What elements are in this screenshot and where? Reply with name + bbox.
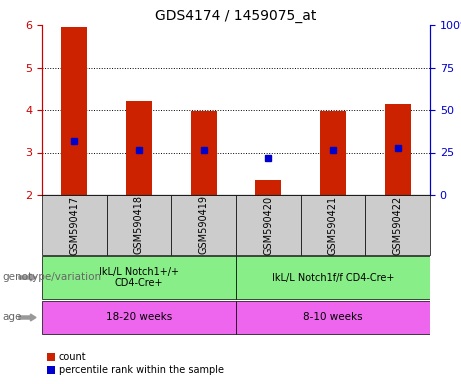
Text: 18-20 weeks: 18-20 weeks (106, 313, 172, 323)
Bar (301, 195, 365, 255)
Text: GSM590420: GSM590420 (263, 195, 273, 255)
Bar (236, 256, 430, 299)
Text: GSM590419: GSM590419 (199, 195, 209, 255)
Text: IkL/L Notch1+/+
CD4-Cre+: IkL/L Notch1+/+ CD4-Cre+ (99, 267, 179, 288)
Bar (236, 195, 301, 255)
Legend: count, percentile rank within the sample: count, percentile rank within the sample (47, 353, 224, 375)
Bar (42, 256, 236, 299)
Text: genotype/variation: genotype/variation (2, 273, 101, 283)
Bar (385, 104, 411, 195)
Text: GSM590418: GSM590418 (134, 195, 144, 255)
Bar (42, 195, 106, 255)
Bar (320, 111, 346, 195)
Bar (365, 195, 430, 255)
Bar (42, 301, 236, 334)
Text: GSM590422: GSM590422 (393, 195, 402, 255)
Bar (191, 111, 217, 195)
Bar (106, 195, 171, 255)
Text: GSM590421: GSM590421 (328, 195, 338, 255)
Text: IkL/L Notch1f/f CD4-Cre+: IkL/L Notch1f/f CD4-Cre+ (272, 273, 394, 283)
Bar (61, 27, 87, 195)
Text: GSM590417: GSM590417 (69, 195, 79, 255)
Bar (255, 180, 281, 195)
Bar (171, 195, 236, 255)
Bar (126, 101, 152, 195)
Text: 8-10 weeks: 8-10 weeks (303, 313, 363, 323)
Title: GDS4174 / 1459075_at: GDS4174 / 1459075_at (155, 8, 317, 23)
Bar (236, 301, 430, 334)
Text: age: age (2, 313, 22, 323)
